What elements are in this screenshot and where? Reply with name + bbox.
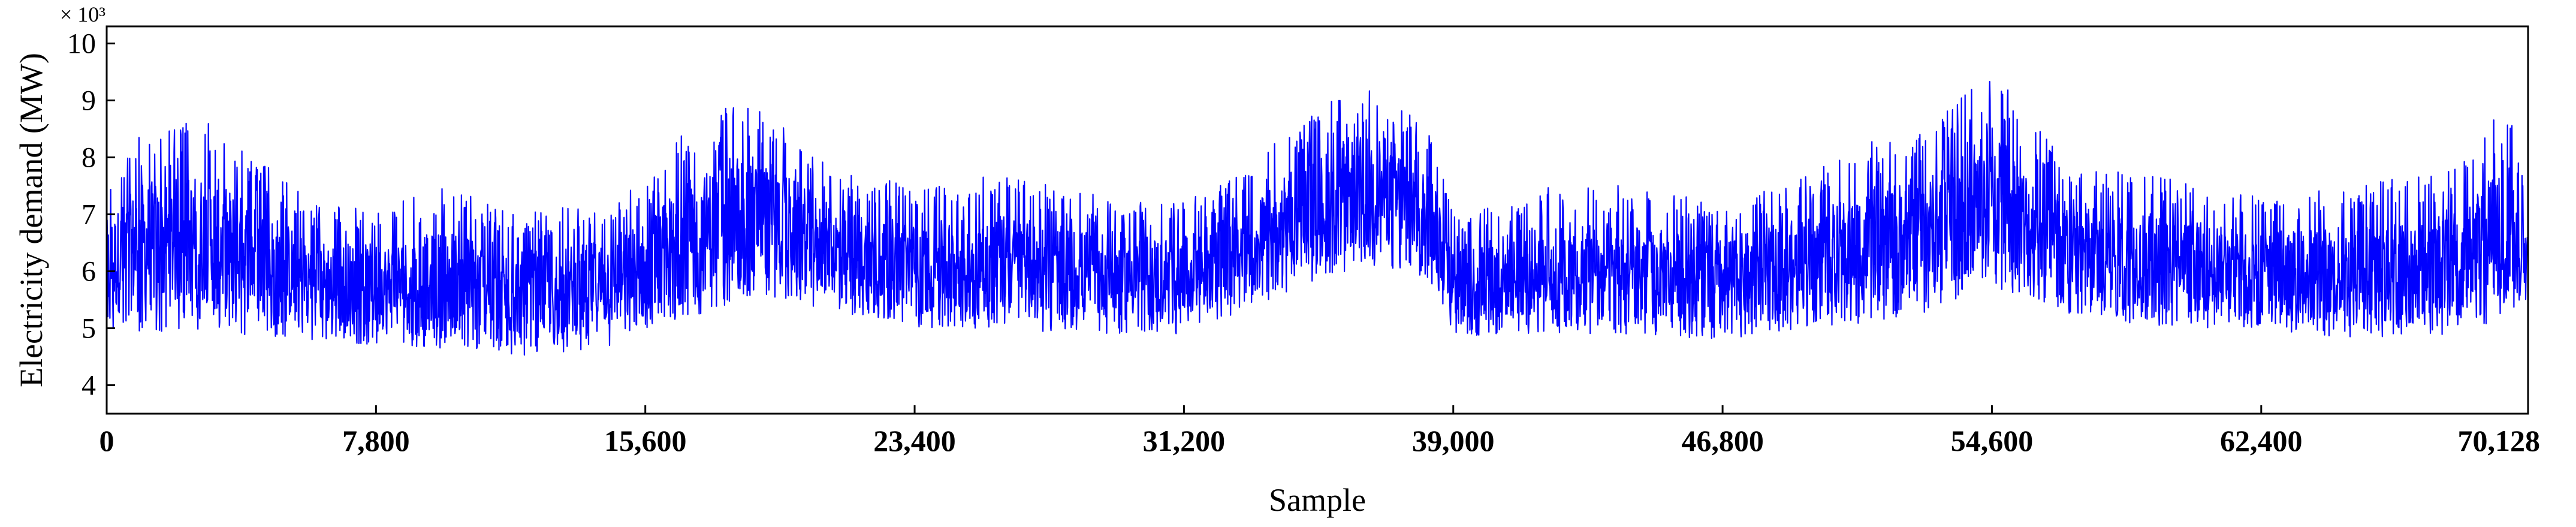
y-axis-label: Electricity demand (MW) (13, 53, 49, 387)
x-tick-label: 7,800 (342, 424, 410, 457)
y-axis: 4 5 6 7 8 9 10 (67, 28, 115, 402)
y-tick-label: 5 (82, 313, 96, 345)
y-tick-label: 4 (82, 370, 96, 402)
x-tick-label: 39,000 (1412, 424, 1495, 457)
x-tick-label: 46,800 (1681, 424, 1764, 457)
y-tick-label: 9 (82, 85, 96, 117)
plot-frame (105, 25, 2529, 415)
y-tick-label: 8 (82, 142, 96, 174)
x-tick-label: 15,600 (604, 424, 687, 457)
x-tick-label: 23,400 (873, 424, 956, 457)
x-axis: 0 7,800 15,600 23,400 31,200 39,000 46,800 54,6… (99, 405, 2541, 457)
x-tick-label: 0 (99, 424, 114, 457)
y-axis-multiplier: × 10³ (60, 2, 105, 26)
x-tick-label: 70,128 (2458, 424, 2541, 457)
y-tick-label: 7 (82, 199, 96, 231)
y-tick-label: 6 (82, 256, 96, 288)
x-axis-label: Sample (1269, 482, 1366, 518)
series-line-electricity-demand (105, 81, 2529, 356)
y-tick-label: 10 (67, 28, 96, 60)
plot-area (105, 81, 2529, 356)
x-tick-label: 54,600 (1951, 424, 2034, 457)
x-tick-label: 62,400 (2220, 424, 2303, 457)
x-tick-label: 31,200 (1143, 424, 1226, 457)
